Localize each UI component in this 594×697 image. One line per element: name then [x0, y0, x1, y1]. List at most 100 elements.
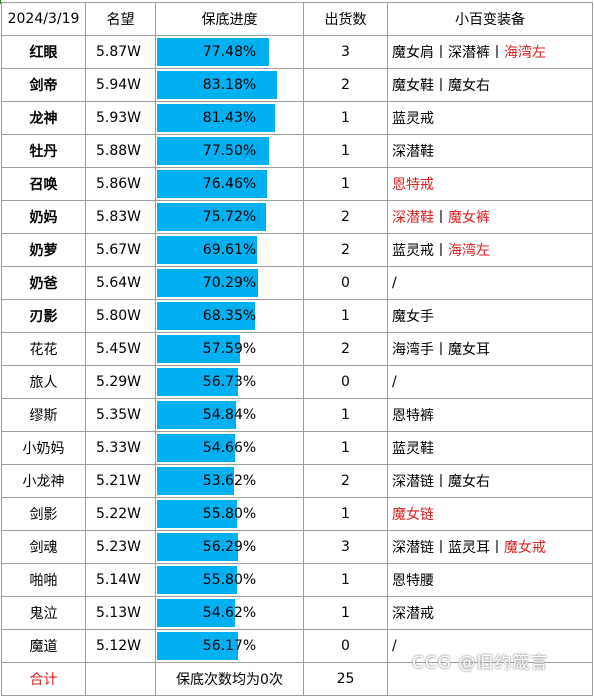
shipments-cell[interactable]: 2 [303, 332, 388, 366]
progress-cell[interactable]: 55.80% [155, 563, 304, 597]
equipment-cell[interactable]: 蓝灵鞋 [387, 431, 593, 465]
shipments-cell[interactable]: 1 [303, 596, 388, 630]
equipment-cell[interactable]: 魔女链 [387, 497, 593, 531]
fame-cell[interactable]: 5.83W [85, 200, 156, 234]
character-name-cell[interactable]: 剑魂 [1, 530, 86, 564]
equipment-cell[interactable]: 深潜戒 [387, 596, 593, 630]
progress-cell[interactable]: 54.62% [155, 596, 304, 630]
shipments-cell[interactable]: 3 [303, 530, 388, 564]
shipments-cell[interactable]: 0 [303, 365, 388, 399]
shipments-cell[interactable]: 2 [303, 200, 388, 234]
progress-cell[interactable]: 77.48% [155, 35, 304, 69]
character-name-cell[interactable]: 剑帝 [1, 68, 86, 102]
progress-cell[interactable]: 56.73% [155, 365, 304, 399]
shipments-cell[interactable]: 1 [303, 431, 388, 465]
fame-cell[interactable]: 5.14W [85, 563, 156, 597]
character-name-cell[interactable]: 鬼泣 [1, 596, 86, 630]
shipments-cell[interactable]: 0 [303, 266, 388, 300]
character-name-cell[interactable]: 刃影 [1, 299, 86, 333]
total-label[interactable]: 合计 [1, 662, 86, 696]
shipments-cell[interactable]: 1 [303, 398, 388, 432]
total-shipments[interactable]: 25 [303, 662, 388, 696]
progress-cell[interactable]: 75.72% [155, 200, 304, 234]
character-name-cell[interactable]: 牡丹 [1, 134, 86, 168]
equipment-cell[interactable]: 恩特腰 [387, 563, 593, 597]
fame-cell[interactable]: 5.23W [85, 530, 156, 564]
progress-cell[interactable]: 54.84% [155, 398, 304, 432]
shipments-cell[interactable]: 1 [303, 167, 388, 201]
equipment-cell[interactable]: 海湾手丨魔女耳 [387, 332, 593, 366]
fame-cell[interactable]: 5.29W [85, 365, 156, 399]
progress-cell[interactable]: 56.17% [155, 629, 304, 663]
fame-cell[interactable]: 5.35W [85, 398, 156, 432]
progress-cell[interactable]: 53.62% [155, 464, 304, 498]
total-fame-cell[interactable] [85, 662, 156, 696]
shipments-cell[interactable]: 2 [303, 464, 388, 498]
fame-cell[interactable]: 5.45W [85, 332, 156, 366]
shipments-cell[interactable]: 1 [303, 101, 388, 135]
progress-cell[interactable]: 55.80% [155, 497, 304, 531]
character-name-cell[interactable]: 奶妈 [1, 200, 86, 234]
total-note[interactable]: 保底次数均为0次 [155, 662, 304, 696]
progress-cell[interactable]: 77.50% [155, 134, 304, 168]
character-name-cell[interactable]: 缪斯 [1, 398, 86, 432]
equipment-cell[interactable]: 魔女鞋丨魔女右 [387, 68, 593, 102]
header-date[interactable]: 2024/3/19 [1, 2, 86, 36]
shipments-cell[interactable]: 1 [303, 299, 388, 333]
character-name-cell[interactable]: 龙神 [1, 101, 86, 135]
progress-cell[interactable]: 56.29% [155, 530, 304, 564]
equipment-cell[interactable]: / [387, 266, 593, 300]
fame-cell[interactable]: 5.12W [85, 629, 156, 663]
character-name-cell[interactable]: 花花 [1, 332, 86, 366]
progress-cell[interactable]: 68.35% [155, 299, 304, 333]
character-name-cell[interactable]: 旅人 [1, 365, 86, 399]
equipment-cell[interactable]: 恩特戒 [387, 167, 593, 201]
progress-cell[interactable]: 57.59% [155, 332, 304, 366]
character-name-cell[interactable]: 召唤 [1, 167, 86, 201]
equipment-cell[interactable]: / [387, 629, 593, 663]
progress-cell[interactable]: 81.43% [155, 101, 304, 135]
character-name-cell[interactable]: 啪啪 [1, 563, 86, 597]
character-name-cell[interactable]: 剑影 [1, 497, 86, 531]
shipments-cell[interactable]: 1 [303, 497, 388, 531]
shipments-cell[interactable]: 2 [303, 68, 388, 102]
equipment-cell[interactable]: 魔女肩丨深潜裤丨海湾左 [387, 35, 593, 69]
fame-cell[interactable]: 5.93W [85, 101, 156, 135]
fame-cell[interactable]: 5.64W [85, 266, 156, 300]
equipment-cell[interactable]: 深潜鞋丨魔女裤 [387, 200, 593, 234]
character-name-cell[interactable]: 小奶妈 [1, 431, 86, 465]
character-name-cell[interactable]: 小龙神 [1, 464, 86, 498]
character-name-cell[interactable]: 奶萝 [1, 233, 86, 267]
fame-cell[interactable]: 5.21W [85, 464, 156, 498]
equipment-cell[interactable]: 蓝灵戒 [387, 101, 593, 135]
fame-cell[interactable]: 5.33W [85, 431, 156, 465]
header-shipments[interactable]: 出货数 [303, 2, 388, 36]
character-name-cell[interactable]: 奶爸 [1, 266, 86, 300]
equipment-cell[interactable]: 魔女手 [387, 299, 593, 333]
fame-cell[interactable]: 5.13W [85, 596, 156, 630]
equipment-cell[interactable]: 深潜鞋 [387, 134, 593, 168]
fame-cell[interactable]: 5.80W [85, 299, 156, 333]
shipments-cell[interactable]: 0 [303, 629, 388, 663]
fame-cell[interactable]: 5.94W [85, 68, 156, 102]
fame-cell[interactable]: 5.87W [85, 35, 156, 69]
fame-cell[interactable]: 5.86W [85, 167, 156, 201]
equipment-cell[interactable]: / [387, 365, 593, 399]
progress-cell[interactable]: 76.46% [155, 167, 304, 201]
fame-cell[interactable]: 5.88W [85, 134, 156, 168]
header-fame[interactable]: 名望 [85, 2, 156, 36]
shipments-cell[interactable]: 1 [303, 563, 388, 597]
header-progress[interactable]: 保底进度 [155, 2, 304, 36]
progress-cell[interactable]: 83.18% [155, 68, 304, 102]
header-equipment[interactable]: 小百变装备 [387, 2, 593, 36]
character-name-cell[interactable]: 魔道 [1, 629, 86, 663]
progress-cell[interactable]: 70.29% [155, 266, 304, 300]
shipments-cell[interactable]: 3 [303, 35, 388, 69]
character-name-cell[interactable]: 红眼 [1, 35, 86, 69]
equipment-cell[interactable]: 恩特裤 [387, 398, 593, 432]
shipments-cell[interactable]: 2 [303, 233, 388, 267]
progress-cell[interactable]: 69.61% [155, 233, 304, 267]
equipment-cell[interactable]: 蓝灵戒丨海湾左 [387, 233, 593, 267]
equipment-cell[interactable]: 深潜链丨魔女右 [387, 464, 593, 498]
equipment-cell[interactable]: 深潜链丨蓝灵耳丨魔女戒 [387, 530, 593, 564]
